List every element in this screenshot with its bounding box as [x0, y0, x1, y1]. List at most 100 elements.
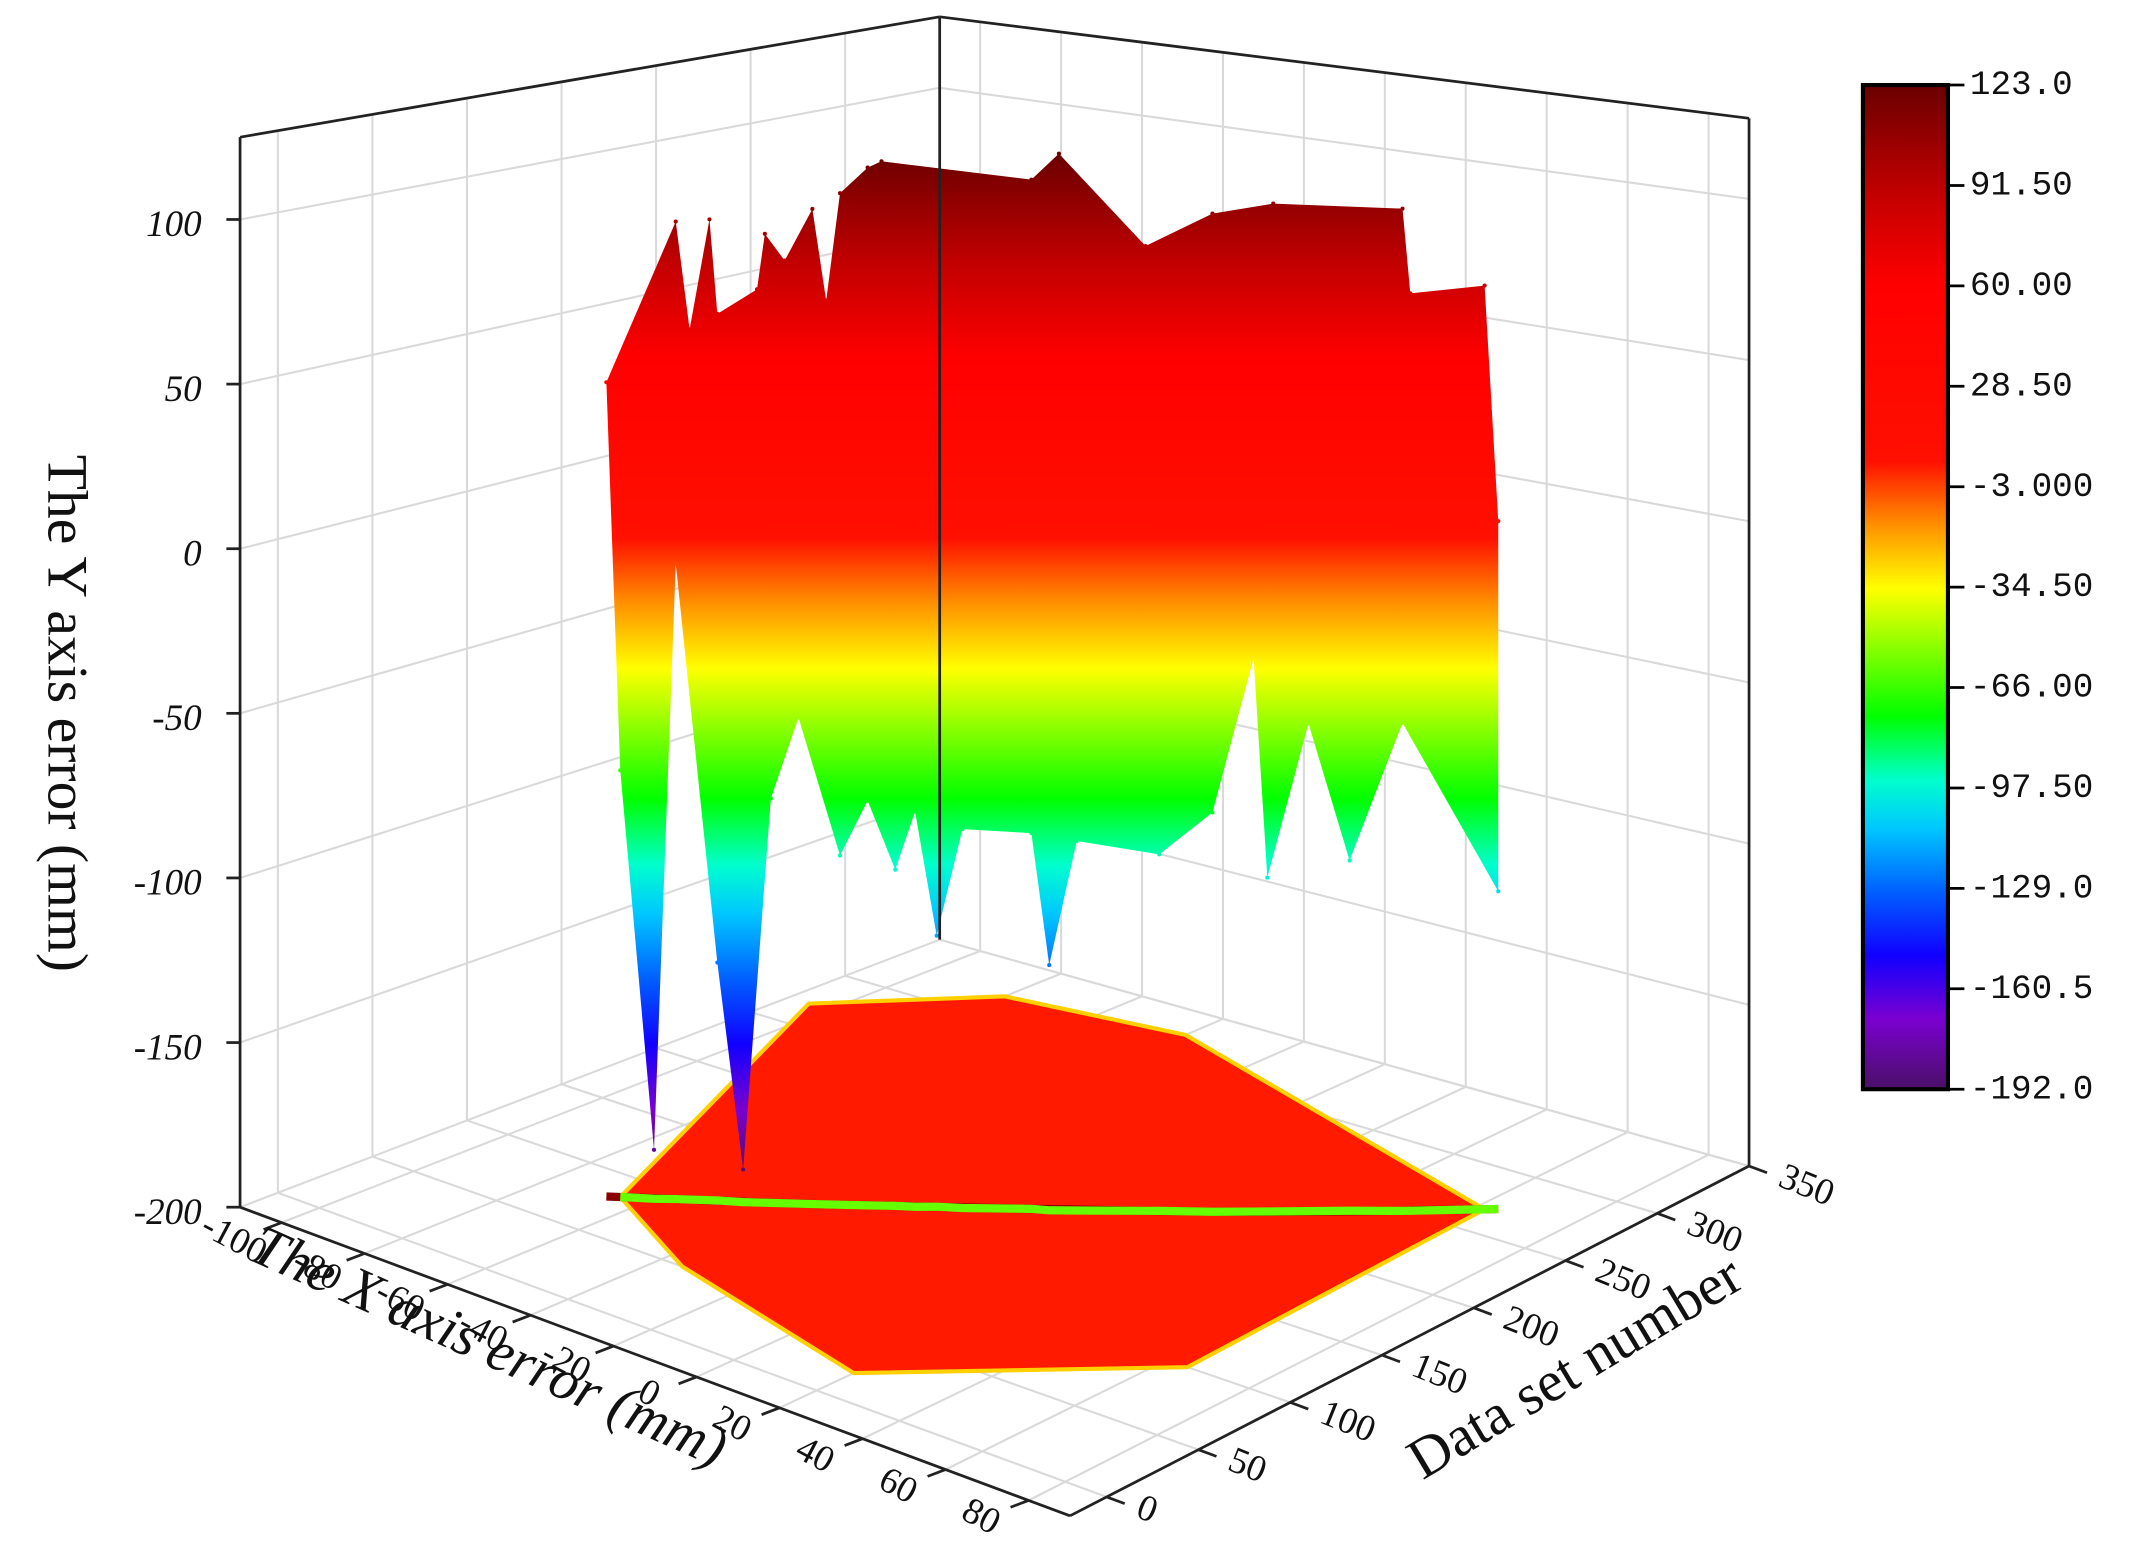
- tick-mark: [1289, 1401, 1309, 1411]
- y-tick-label: 100: [1315, 1392, 1382, 1451]
- colorbar-label: -129.0: [1970, 869, 2093, 908]
- surface-vertex: [810, 206, 815, 212]
- z-axis-title: The Y axis error (mm): [36, 455, 99, 972]
- surface-vertex: [1271, 201, 1276, 206]
- surface-vertex: [837, 191, 843, 196]
- surface-vertex: [1400, 206, 1405, 211]
- tick-mark: [1010, 1499, 1029, 1509]
- surface-vertex: [782, 258, 787, 263]
- surface-vertex: [1157, 852, 1162, 857]
- surface-vertex: [865, 798, 870, 803]
- colorbar-label: 123.0: [1970, 66, 2073, 105]
- surface-vertex: [768, 796, 773, 801]
- surface: [604, 151, 1501, 1376]
- colorbar-label: -66.00: [1970, 669, 2093, 708]
- surface-vertex: [1210, 810, 1215, 815]
- y-tick-label: 350: [1773, 1156, 1840, 1215]
- surface-vertex: [707, 217, 712, 222]
- surface-vertex: [1496, 889, 1501, 894]
- colorbar-label: -34.50: [1970, 568, 2093, 607]
- surface-vertex: [1074, 838, 1079, 844]
- tick-mark: [678, 1375, 698, 1386]
- floor-edge: [620, 1192, 1499, 1216]
- surface-vertex: [1056, 151, 1061, 156]
- surface-vertex: [1029, 831, 1034, 836]
- surface-vertex: [1306, 721, 1311, 726]
- surface-vertex: [762, 231, 767, 236]
- surface-vertex: [1496, 519, 1501, 524]
- surface-vertex: [960, 827, 965, 832]
- grid-line: [1028, 1153, 1710, 1502]
- tick-mark: [263, 1221, 283, 1231]
- surface-vertex: [934, 933, 939, 938]
- surface: [606, 153, 1499, 1170]
- surface-vertex: [715, 311, 720, 316]
- grid-line: [939, 86, 1750, 200]
- y-tick-label: 0: [1131, 1487, 1164, 1532]
- surface-vertex: [1265, 875, 1270, 880]
- surface-vertex: [687, 327, 692, 332]
- axis-line: [939, 15, 1750, 120]
- surface-vertex: [837, 853, 843, 858]
- grid-line: [239, 796, 941, 1044]
- z-tick-label: 50: [165, 369, 203, 410]
- colorbar: 123.0 91.50 60.00 28.50 -3.000 -34.50 -66.00 -9…: [1860, 66, 2093, 1109]
- surface-vertex: [1408, 291, 1413, 296]
- tick-mark: [512, 1313, 532, 1324]
- surface-vertex: [1029, 177, 1034, 182]
- grid-line: [239, 86, 940, 221]
- surface-vertex: [879, 159, 884, 164]
- tick-mark: [429, 1283, 449, 1293]
- z-tick-label: 0: [183, 533, 202, 574]
- colorbar-label: 28.50: [1970, 367, 2073, 406]
- surface-vertex: [1482, 283, 1487, 288]
- tick-mark: [1197, 1448, 1217, 1458]
- surface-vertex: [673, 219, 678, 224]
- grid-line: [939, 938, 1750, 1168]
- surface-vertex: [865, 165, 870, 170]
- grid-line: [277, 1191, 1108, 1498]
- colorbar-label: -192.0: [1970, 1070, 2093, 1109]
- colorbar-scale: [1860, 82, 1951, 1092]
- surface-vertex: [1210, 211, 1215, 216]
- surface-vertex: [1347, 858, 1352, 863]
- tick-mark: [844, 1437, 864, 1447]
- x-axis-title: The X axis error (mm): [242, 1213, 736, 1479]
- x-tick-label: 40: [789, 1428, 841, 1482]
- x-tick-label: 60: [872, 1459, 924, 1513]
- surface-vertex: [715, 960, 720, 965]
- surface-vertex: [604, 380, 609, 385]
- colorbar-label: 91.50: [1970, 167, 2073, 206]
- grid-line: [281, 950, 981, 1224]
- z-tick-label: 100: [146, 204, 202, 245]
- surface-vertex: [754, 287, 760, 292]
- grid-line: [239, 228, 940, 386]
- colorbar-label: -3.000: [1970, 468, 2093, 507]
- surface-vertex: [913, 809, 918, 814]
- grid-line: [239, 938, 941, 1209]
- surface-vertex: [1047, 963, 1052, 968]
- z-tick-label: -100: [134, 863, 202, 904]
- tick-mark: [1473, 1306, 1493, 1316]
- tick-mark: [346, 1252, 366, 1262]
- tick-mark: [927, 1468, 947, 1478]
- y-tick-label: 150: [1406, 1345, 1473, 1404]
- z-tick-label: -200: [134, 1192, 202, 1233]
- tick-mark: [1381, 1353, 1401, 1364]
- axis-line: [239, 1205, 1071, 1518]
- tick-mark: [595, 1344, 615, 1355]
- surface-vertex: [1143, 243, 1148, 249]
- tick-mark: [1106, 1495, 1126, 1505]
- tick-mark: [1656, 1212, 1676, 1222]
- x-tick-label: 80: [955, 1490, 1007, 1544]
- surface-vertex: [824, 298, 829, 303]
- colorbar-label: 60.00: [1970, 267, 2073, 306]
- surface-vertex: [741, 1167, 746, 1172]
- tick-mark: [761, 1406, 781, 1416]
- surface-vertex: [1400, 720, 1405, 725]
- y-tick-label: 50: [1223, 1439, 1273, 1491]
- surface-vertex: [893, 867, 898, 872]
